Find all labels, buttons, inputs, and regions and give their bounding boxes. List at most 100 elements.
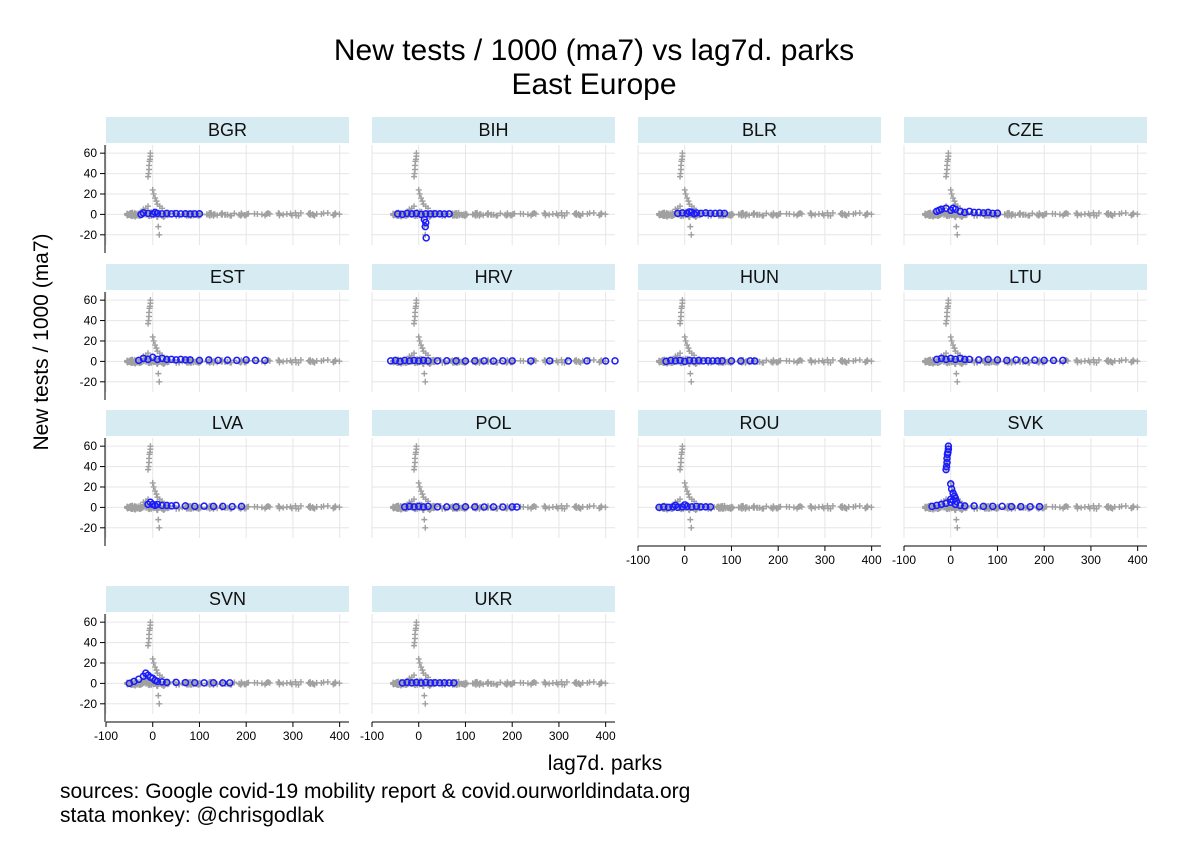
background-point xyxy=(542,210,549,217)
background-point xyxy=(682,190,689,197)
y-tick-label: 60 xyxy=(84,146,98,160)
background-point xyxy=(850,211,857,218)
background-point xyxy=(947,186,954,193)
x-tick-label: 200 xyxy=(768,553,788,567)
data-point-ltu xyxy=(937,354,946,363)
background-point xyxy=(242,681,249,688)
data-point-blr xyxy=(690,210,698,218)
background-point xyxy=(843,212,850,219)
background-point xyxy=(827,359,834,366)
background-point xyxy=(681,333,688,340)
background-point xyxy=(598,210,605,217)
data-point-pol xyxy=(443,503,451,511)
data-point-svk xyxy=(998,502,1006,511)
panel-title-cze: CZE xyxy=(1008,120,1044,140)
background-point xyxy=(318,504,325,511)
data-point-svk xyxy=(943,450,952,459)
background-point xyxy=(411,642,418,649)
background-point xyxy=(688,231,695,238)
y-tick-label: -20 xyxy=(80,521,98,535)
data-point-hun xyxy=(751,357,759,365)
background-point xyxy=(421,692,428,699)
data-point-svk xyxy=(1035,502,1044,511)
data-point-hrv xyxy=(419,356,428,365)
background-point xyxy=(129,356,136,363)
data-point-est xyxy=(251,356,260,365)
data-point-est xyxy=(167,355,176,364)
background-point xyxy=(129,209,136,216)
data-point-lva xyxy=(181,502,190,510)
background-point xyxy=(1063,503,1070,510)
data-point-pol xyxy=(424,502,432,511)
background-point xyxy=(453,212,460,219)
background-point xyxy=(242,212,249,219)
data-point-est xyxy=(181,356,190,364)
data-point-lva xyxy=(153,500,162,509)
background-point xyxy=(950,195,957,202)
data-point-ltu xyxy=(956,354,964,363)
background-point xyxy=(1035,212,1042,219)
background-point xyxy=(1001,211,1008,218)
panel-title-lva: LVA xyxy=(212,413,243,433)
background-point xyxy=(415,333,422,340)
background-point xyxy=(258,504,265,511)
data-point-est xyxy=(163,355,171,364)
background-point xyxy=(311,359,318,366)
background-point xyxy=(416,337,423,344)
background-point xyxy=(763,357,770,364)
background-point xyxy=(727,212,734,219)
data-point-hrv xyxy=(611,357,619,365)
data-point-hrv xyxy=(527,357,535,365)
background-point xyxy=(484,210,491,217)
data-point-pol xyxy=(499,503,507,511)
data-point-pol xyxy=(452,503,460,511)
background-point xyxy=(318,358,325,365)
background-point xyxy=(1130,503,1137,510)
data-point-hrv xyxy=(410,356,418,365)
background-point xyxy=(415,186,422,193)
y-tick-label: 20 xyxy=(84,656,98,670)
background-point xyxy=(850,358,857,365)
panel-header-bih xyxy=(372,117,615,143)
background-point xyxy=(155,370,162,377)
background-point xyxy=(677,173,684,180)
background-point xyxy=(843,359,850,366)
background-point xyxy=(1074,503,1081,510)
background-point xyxy=(1109,359,1116,366)
background-point xyxy=(160,360,167,367)
background-point xyxy=(947,333,954,340)
background-point xyxy=(292,678,299,685)
background-point xyxy=(231,210,238,217)
background-point xyxy=(237,681,244,688)
y-tick-label: 20 xyxy=(84,334,98,348)
background-point xyxy=(558,209,565,216)
background-point xyxy=(307,504,314,511)
background-point xyxy=(332,503,339,510)
background-point xyxy=(145,642,152,649)
data-point-hun xyxy=(671,357,680,365)
background-point xyxy=(742,211,749,218)
data-point-ltu xyxy=(946,354,955,363)
data-point-bih xyxy=(420,215,429,224)
data-point-hrv xyxy=(508,357,516,365)
data-point-est xyxy=(153,355,162,364)
data-point-ltu xyxy=(1012,356,1020,364)
data-point-svk xyxy=(944,445,953,453)
background-point xyxy=(153,667,160,674)
background-point xyxy=(415,479,422,486)
background-point xyxy=(843,505,850,512)
background-point xyxy=(149,186,156,193)
data-point-blr xyxy=(697,209,705,218)
background-point xyxy=(958,360,965,367)
background-point xyxy=(469,211,476,218)
x-tick-label: -100 xyxy=(626,553,650,567)
data-point-hrv xyxy=(386,357,395,365)
x-tick-label: 400 xyxy=(330,729,350,743)
data-point-hrv xyxy=(480,357,488,365)
data-point-lva xyxy=(172,501,180,510)
background-point xyxy=(307,358,314,365)
background-point xyxy=(1025,212,1032,219)
background-point xyxy=(411,320,418,327)
background-point xyxy=(1074,210,1081,217)
background-point xyxy=(790,211,797,218)
